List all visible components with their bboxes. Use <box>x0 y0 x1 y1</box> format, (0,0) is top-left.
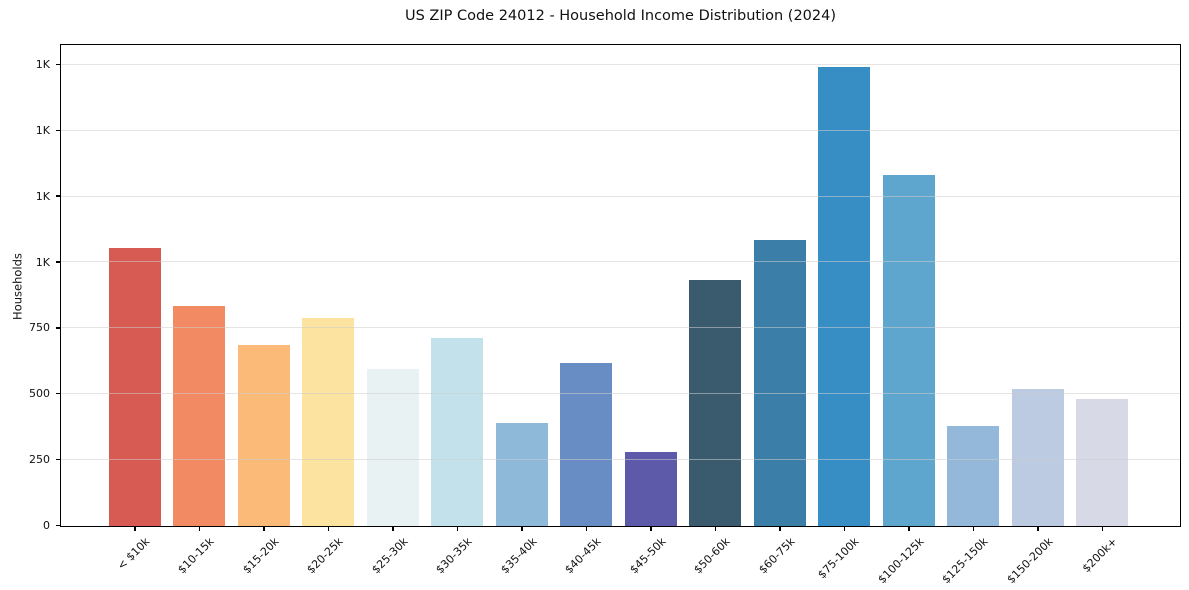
x-tick-label: $150-200k <box>1004 535 1056 587</box>
x-tick-label: $200k+ <box>1079 535 1120 576</box>
bar-$125-150k <box>947 425 1000 526</box>
x-tick-mark <box>779 527 781 531</box>
bar-$40-45k <box>560 362 613 526</box>
x-tick-mark <box>585 527 588 531</box>
gridline-1250 <box>61 195 1180 197</box>
y-tick-label: 1K <box>35 57 50 71</box>
bar-$15-20k <box>237 345 290 526</box>
x-tick-mark <box>1101 527 1104 531</box>
x-tick-label: < $10k <box>114 535 153 573</box>
y-tick-mark <box>56 327 60 329</box>
x-tick-label: $20-25k <box>304 535 346 577</box>
x-tick-mark <box>650 527 652 531</box>
x-tick-mark <box>327 527 330 531</box>
x-tick-label: $50-60k <box>691 535 733 577</box>
bar-$100-125k <box>882 175 935 526</box>
gridline-1000 <box>61 261 1180 263</box>
bar-< $10k <box>108 247 161 526</box>
y-tick-label: 1K <box>35 189 50 203</box>
y-tick-label: 500 <box>29 387 50 401</box>
chart-title: US ZIP Code 24012 - Household Income Dis… <box>404 8 837 24</box>
bar-$50-60k <box>689 279 742 526</box>
y-tick-label: 1K <box>35 255 50 269</box>
x-tick-label: $40-45k <box>562 535 604 577</box>
bar-$35-40k <box>495 423 548 526</box>
x-tick-label: $25-30k <box>368 535 411 577</box>
x-tick-label: $60-75k <box>755 535 798 577</box>
x-tick-mark <box>714 527 717 531</box>
x-tick-mark <box>843 527 846 531</box>
x-tick-label: $125-150k <box>939 535 991 587</box>
gridline-1500 <box>61 129 1180 131</box>
y-tick-label: 750 <box>29 321 50 335</box>
y-tick-mark <box>56 261 60 263</box>
x-tick-mark <box>521 527 523 531</box>
y-tick-mark <box>56 459 60 461</box>
x-tick-mark <box>392 527 394 531</box>
bar-$60-75k <box>753 240 806 526</box>
x-tick-label: $35-40k <box>497 535 540 577</box>
bar-$30-35k <box>431 337 484 526</box>
x-tick-mark <box>134 527 136 531</box>
y-tick-mark <box>56 393 60 395</box>
x-tick-label: $75-100k <box>815 535 862 582</box>
y-tick-label: 1K <box>35 123 50 137</box>
y-tick-mark <box>56 63 60 65</box>
x-tick-mark <box>908 527 910 531</box>
x-tick-mark <box>1037 527 1039 531</box>
bar-$150-200k <box>1011 388 1064 526</box>
y-tick-mark <box>56 195 60 197</box>
x-tick-label: $10-15k <box>175 535 217 577</box>
bar-$10-15k <box>173 305 226 526</box>
x-tick-label: $100-125k <box>875 535 927 587</box>
x-tick-label: $45-50k <box>626 535 669 577</box>
x-tick-label: $30-35k <box>433 535 475 577</box>
y-tick-mark <box>56 129 60 131</box>
bar-$75-100k <box>818 67 871 526</box>
y-tick-mark <box>56 524 60 527</box>
plot-area <box>60 44 1181 527</box>
bar-$20-25k <box>302 317 355 526</box>
bar-$200k+ <box>1076 399 1129 526</box>
gridline-250 <box>61 459 1180 461</box>
x-tick-label: $15-20k <box>239 535 282 577</box>
x-tick-mark <box>263 527 265 531</box>
y-tick-label: 250 <box>29 453 50 467</box>
gridline-500 <box>61 393 1180 395</box>
x-tick-mark <box>972 527 975 531</box>
gridline-750 <box>61 327 1180 329</box>
bar-$25-30k <box>366 369 419 526</box>
x-tick-mark <box>456 527 459 531</box>
y-tick-label: 0 <box>43 519 50 533</box>
gridline-1750 <box>61 63 1180 65</box>
bar-$45-50k <box>624 452 677 526</box>
x-tick-mark <box>198 527 201 531</box>
